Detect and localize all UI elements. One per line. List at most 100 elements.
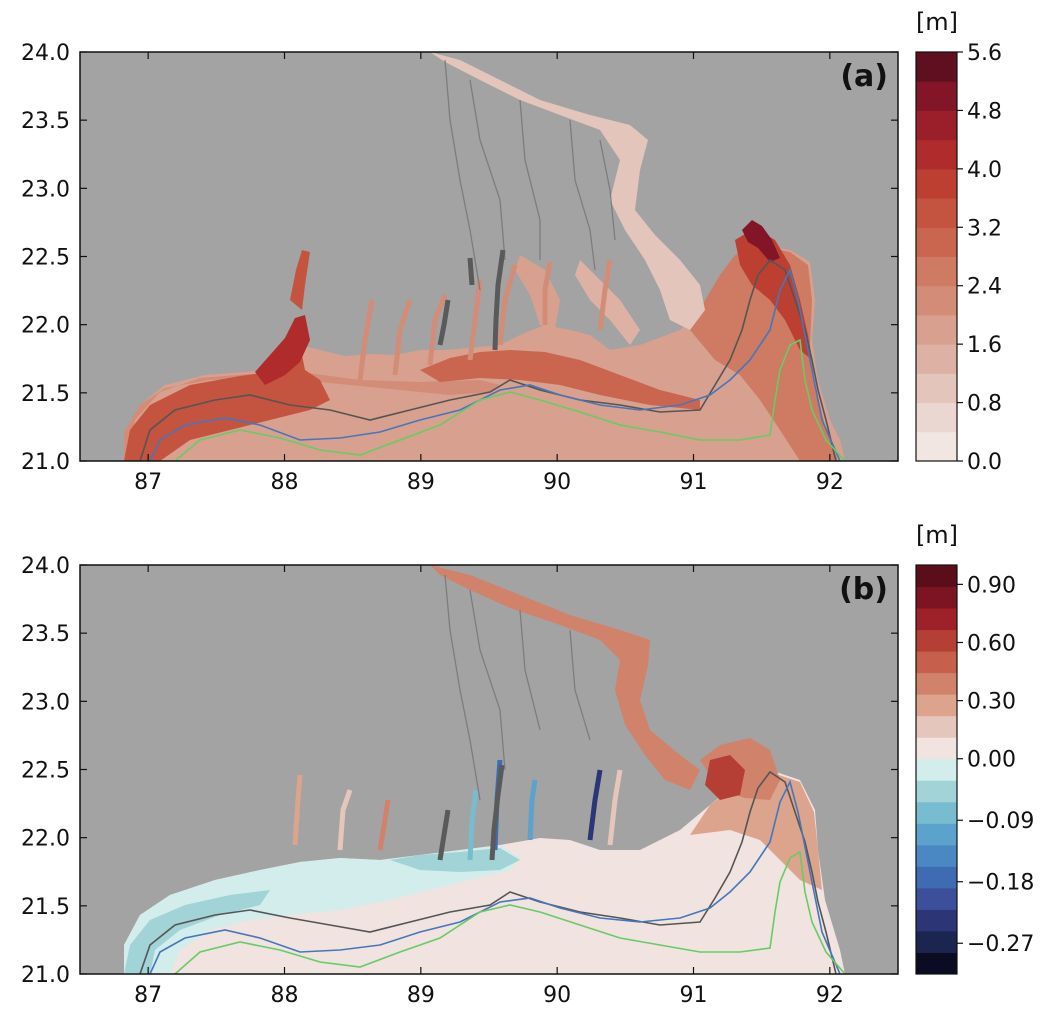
x-tick-label: 92 xyxy=(816,983,844,1008)
x-tick-label: 88 xyxy=(271,983,299,1008)
colorbar-swatch xyxy=(916,844,957,867)
y-tick-label: 22.0 xyxy=(21,827,70,852)
colorbar-swatch xyxy=(916,801,957,824)
colorbar-swatch xyxy=(916,52,957,82)
channel-network-a xyxy=(444,59,616,291)
colorbar-frame-b xyxy=(915,564,958,975)
diff-west-cyan xyxy=(124,845,520,974)
colorbar-b: [m] −0.27 −0.18 −0.09 0.00 0.30 0.60 0.90 xyxy=(915,521,1034,975)
colorbar-swatch xyxy=(916,285,957,316)
y-tick-label: 22.5 xyxy=(21,246,70,271)
colorbar-a: [m] 0.0 0.8 1.6 2.4 3.2 4.0 4.8 5.6 xyxy=(915,8,1002,475)
colorbar-swatch xyxy=(916,930,957,953)
colorbar-swatch xyxy=(916,314,957,345)
colorbar-tick-label: 0.90 xyxy=(967,573,1016,598)
colorbar-swatch xyxy=(916,651,957,674)
colorbar-tick-label: 4.8 xyxy=(967,99,1002,124)
colorbar-swatch xyxy=(916,737,957,760)
surge-hooghly-upper xyxy=(290,250,310,310)
colorbar-swatch xyxy=(916,866,957,889)
x-tick-label: 91 xyxy=(680,983,708,1008)
colorbar-swatch xyxy=(916,168,957,199)
dark-channels-b xyxy=(437,764,505,861)
channel-branch xyxy=(575,260,640,345)
colorbar-swatch xyxy=(916,694,957,717)
y-tick-label: 23.0 xyxy=(21,690,70,715)
colorbar-tick-label: 0.8 xyxy=(967,392,1002,417)
y-tick-label: 23.5 xyxy=(21,109,70,134)
colorbar-ticks-a: 0.0 0.8 1.6 2.4 3.2 4.0 4.8 5.6 xyxy=(957,41,1002,475)
colorbar-swatch xyxy=(916,672,957,695)
x-tick-label: 87 xyxy=(134,470,162,495)
diff-central-cyan xyxy=(390,848,520,872)
colorbar-swatch xyxy=(916,952,957,975)
y-tick-label: 21.5 xyxy=(21,382,70,407)
surge-meghna-core xyxy=(735,228,812,360)
colorbar-tick-label: 0.30 xyxy=(967,690,1016,715)
colorbar-swatch xyxy=(916,715,957,738)
surge-body-mid xyxy=(124,372,500,461)
colorbar-swatch xyxy=(916,344,957,374)
colorbar-ticks-b: −0.27 −0.18 −0.09 0.00 0.30 0.60 0.90 xyxy=(957,573,1034,957)
colorbar-swatch xyxy=(916,402,957,433)
colorbar-swatches-b xyxy=(916,565,957,975)
colorbar-unit-a: [m] xyxy=(916,8,958,36)
y-tick-label: 22.0 xyxy=(21,314,70,339)
y-tick-label: 24.0 xyxy=(21,41,70,66)
surge-central-mid xyxy=(420,350,700,410)
colorbar-tick-label: 1.6 xyxy=(967,333,1002,358)
surge-meghna-peak xyxy=(742,220,780,262)
y-tick-label: 21.5 xyxy=(21,895,70,920)
contour-blue-b xyxy=(149,779,841,974)
x-tick-label: 91 xyxy=(680,470,708,495)
colorbar-swatch xyxy=(916,629,957,652)
y-tick-label: 23.5 xyxy=(21,622,70,647)
colorbar-frame-a xyxy=(915,51,958,462)
meghna-channel xyxy=(430,52,705,330)
x-tick-label: 90 xyxy=(543,470,571,495)
colorbar-tick-label: 5.6 xyxy=(967,41,1002,66)
x-tick-label: 90 xyxy=(543,983,571,1008)
colorbar-swatch xyxy=(916,110,957,141)
colorbar-swatch xyxy=(916,909,957,932)
y-tick-label: 21.0 xyxy=(21,450,70,475)
colorbar-swatch xyxy=(916,256,957,287)
colorbar-tick-label: −0.27 xyxy=(967,932,1034,957)
colorbar-swatch xyxy=(916,780,957,803)
diff-west-cyan-deep xyxy=(124,890,270,974)
diff-meghna xyxy=(430,565,700,790)
contour-blue-a xyxy=(149,267,841,461)
colorbar-tick-label: 0.60 xyxy=(967,631,1016,656)
colorbar-swatch xyxy=(916,227,957,257)
colorbar-tick-label: −0.18 xyxy=(967,871,1034,896)
colorbar-unit-b: [m] xyxy=(916,521,958,549)
contour-grey-a xyxy=(139,258,837,461)
colorbar-tick-label: 3.2 xyxy=(967,216,1002,241)
y-tick-label: 21.0 xyxy=(21,963,70,988)
dark-channels-a xyxy=(437,249,506,351)
colorbar-swatch xyxy=(916,608,957,631)
surge-field-b xyxy=(124,565,846,974)
x-tick-label: 89 xyxy=(407,983,435,1008)
colorbar-swatch xyxy=(916,373,957,404)
colorbar-tick-label: 0.00 xyxy=(967,748,1016,773)
panel-label-a: (a) xyxy=(840,59,888,94)
colorbar-tick-label: −0.09 xyxy=(967,809,1034,834)
colorbar-swatches-a xyxy=(916,52,957,462)
colorbar-tick-label: 2.4 xyxy=(967,275,1002,300)
colorbar-tick-label: 0.0 xyxy=(967,450,1002,475)
x-tick-label: 87 xyxy=(134,983,162,1008)
y-tick-label: 22.5 xyxy=(21,759,70,784)
colorbar-swatch xyxy=(916,81,957,111)
colorbar-swatch xyxy=(916,139,957,170)
x-tick-label: 88 xyxy=(271,470,299,495)
diff-meghna-red xyxy=(705,755,745,800)
colorbar-swatch xyxy=(916,431,957,462)
colorbar-swatch xyxy=(916,887,957,910)
colorbar-tick-label: 4.0 xyxy=(967,158,1002,183)
panel-b: (b) 87 88 89 90 91 92 21.0 21.5 22.0 22.5 23.0 23.5… xyxy=(21,554,899,1008)
y-tick-label: 23.0 xyxy=(21,177,70,202)
channel-network-b xyxy=(444,574,591,801)
contour-green-a xyxy=(174,338,846,461)
